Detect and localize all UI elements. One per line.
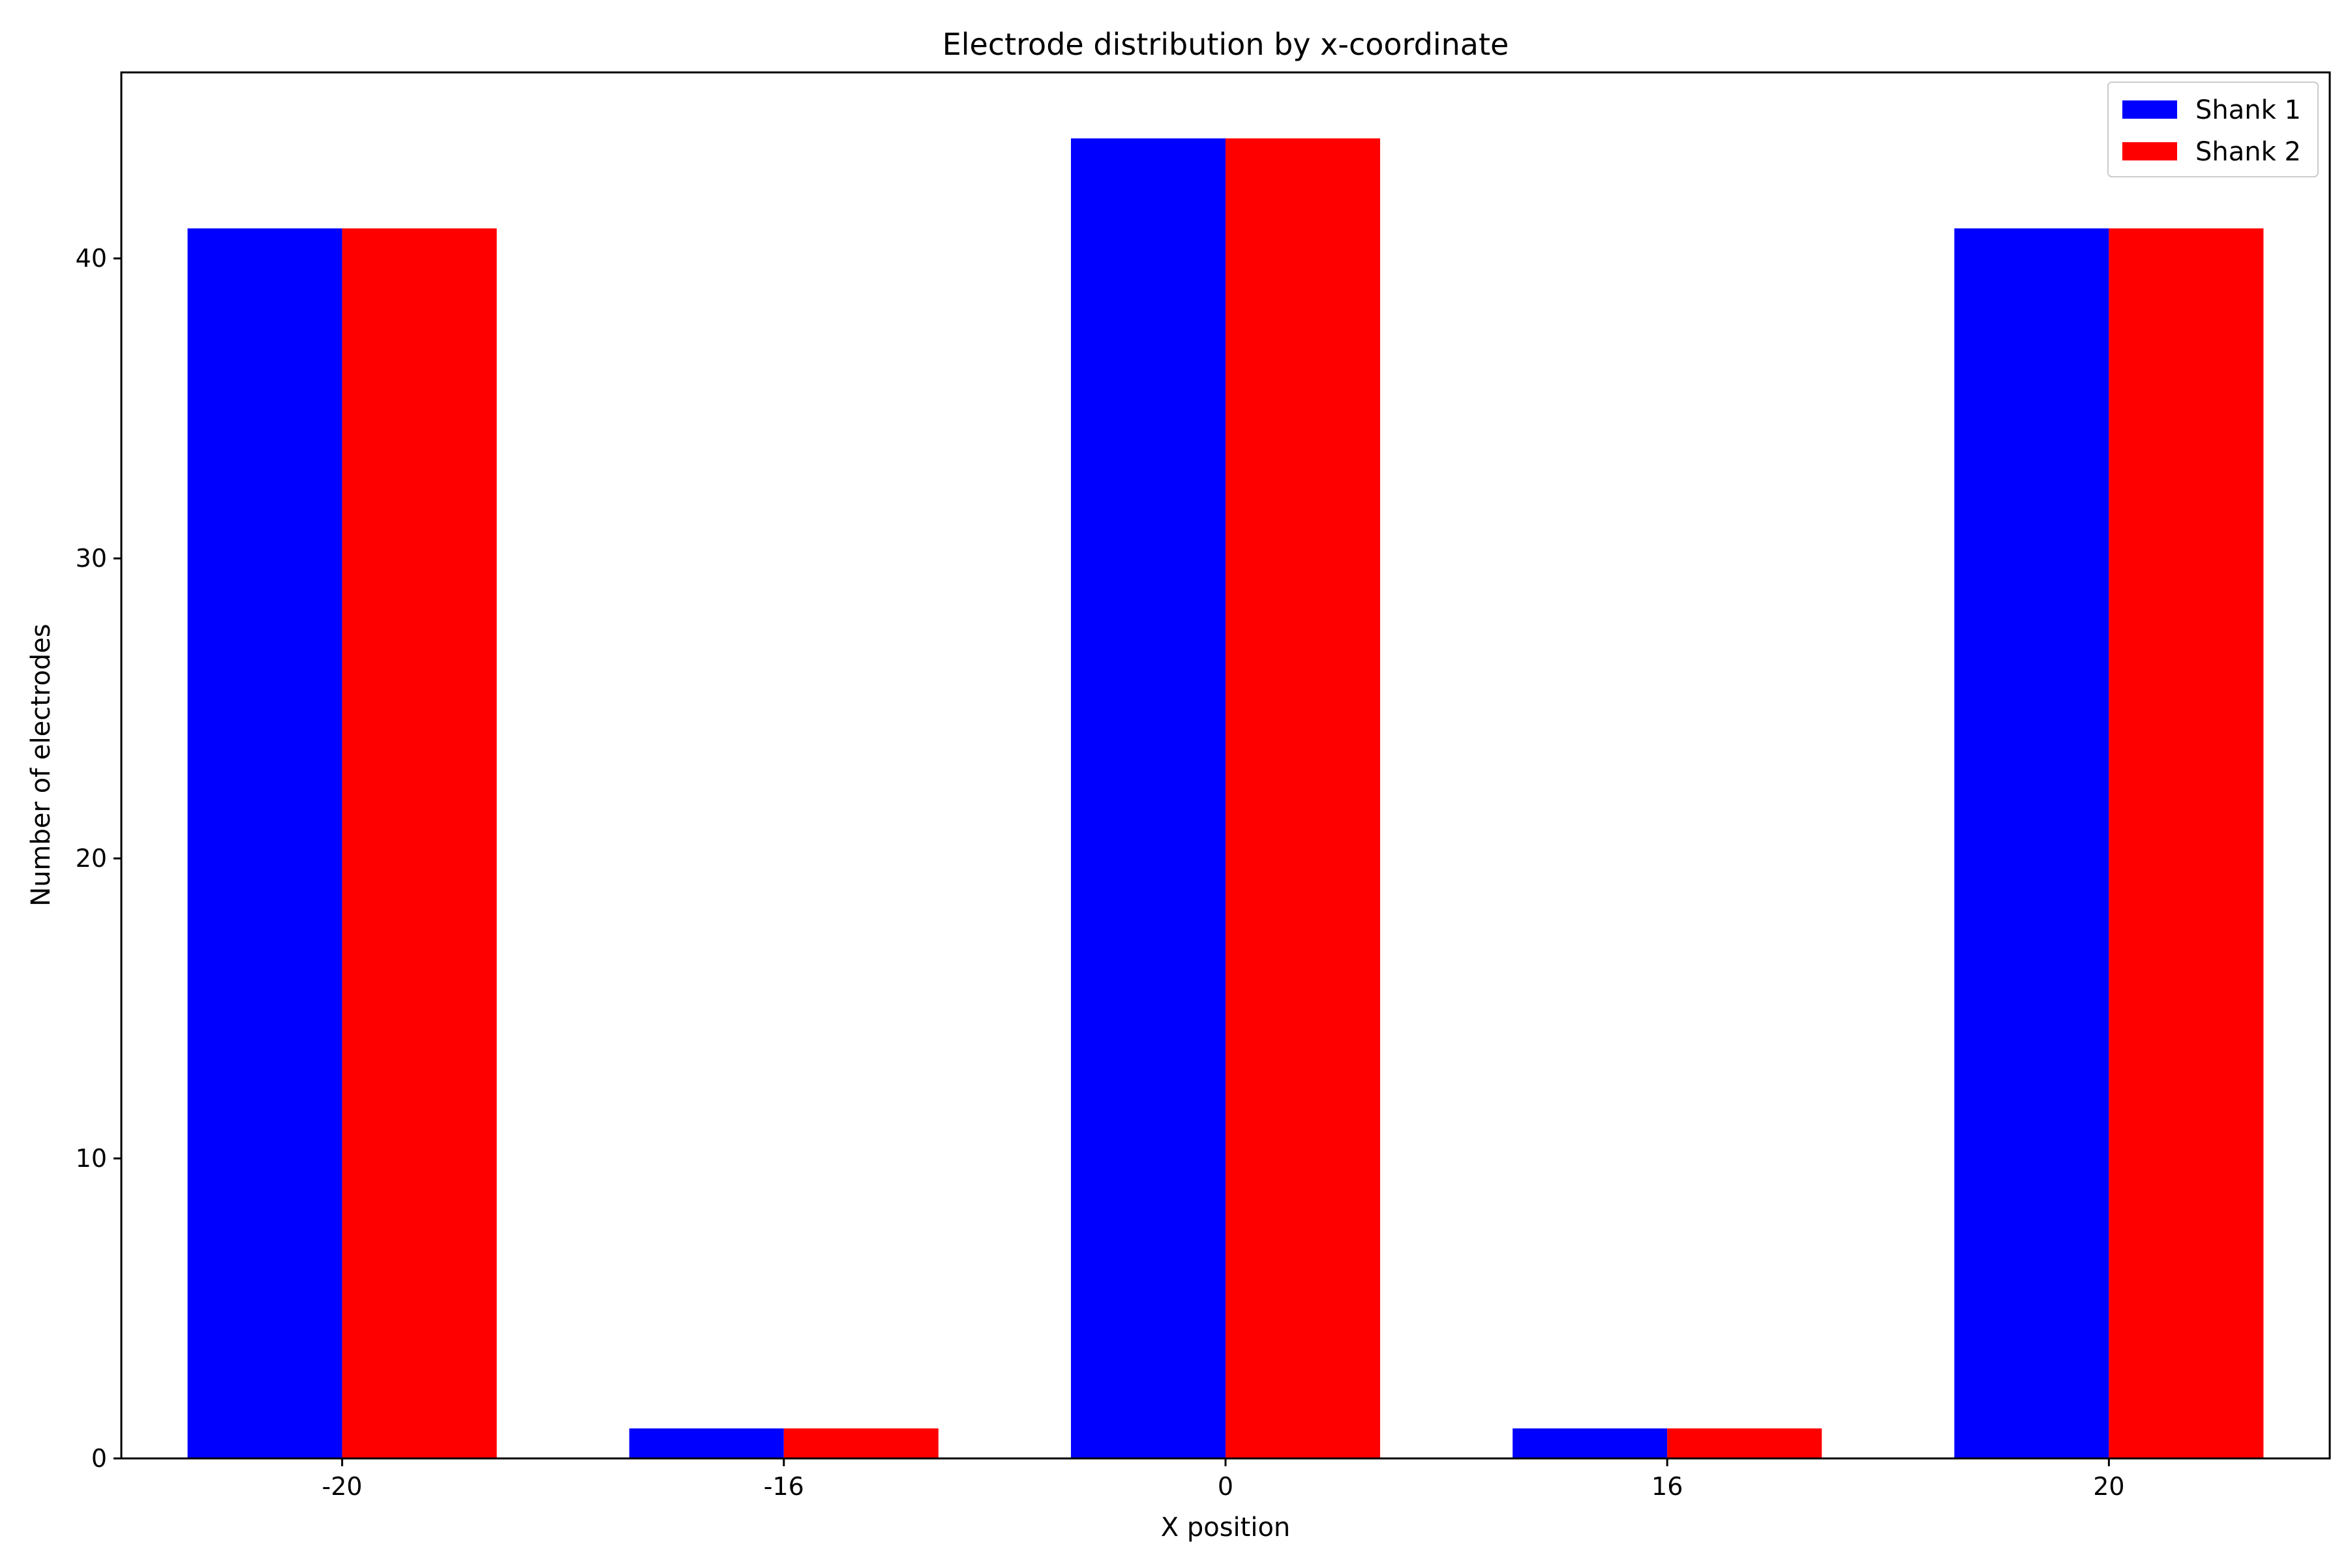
bars-layer: [187, 138, 2264, 1459]
bar-series2--16: [783, 1428, 939, 1458]
legend-swatch-series1: [2122, 100, 2177, 119]
legend-swatch-series2: [2122, 142, 2177, 160]
y-axis-label: Number of electrodes: [26, 624, 56, 907]
chart-title: Electrode distribution by x-coordinate: [942, 27, 1509, 62]
x-tick-label: -16: [764, 1472, 804, 1501]
y-tick-label: 10: [76, 1144, 107, 1173]
x-axis-label: X position: [1161, 1513, 1291, 1543]
legend-label-series2: Shank 2: [2195, 137, 2301, 167]
bar-series1-20: [1954, 228, 2109, 1458]
x-tick-label: -20: [322, 1472, 363, 1501]
legend-label-series1: Shank 1: [2195, 95, 2301, 125]
x-tick-label: 0: [1218, 1472, 1233, 1501]
legend: Shank 1 Shank 2: [2107, 82, 2319, 177]
legend-entries: Shank 1 Shank 2: [2122, 95, 2301, 167]
y-axis-ticks: 0 10 20 30 40: [76, 244, 121, 1473]
x-tick-label: 20: [2093, 1472, 2124, 1501]
bar-series1--20: [187, 228, 342, 1458]
y-tick-label: 40: [76, 244, 107, 273]
y-tick-label: 30: [76, 544, 107, 573]
y-tick-label: 0: [91, 1444, 107, 1473]
bar-series1--16: [629, 1428, 784, 1458]
bar-series1-0: [1070, 138, 1226, 1459]
x-axis-ticks: -20 -16 0 16 20: [322, 1458, 2125, 1501]
y-tick-label: 20: [76, 844, 107, 873]
bar-series2-20: [2109, 228, 2264, 1458]
bar-series2-0: [1226, 138, 1381, 1459]
bar-series1-16: [1513, 1428, 1668, 1458]
bar-series2-16: [1667, 1428, 1822, 1458]
x-tick-label: 16: [1651, 1472, 1683, 1501]
bar-series2--20: [342, 228, 497, 1458]
